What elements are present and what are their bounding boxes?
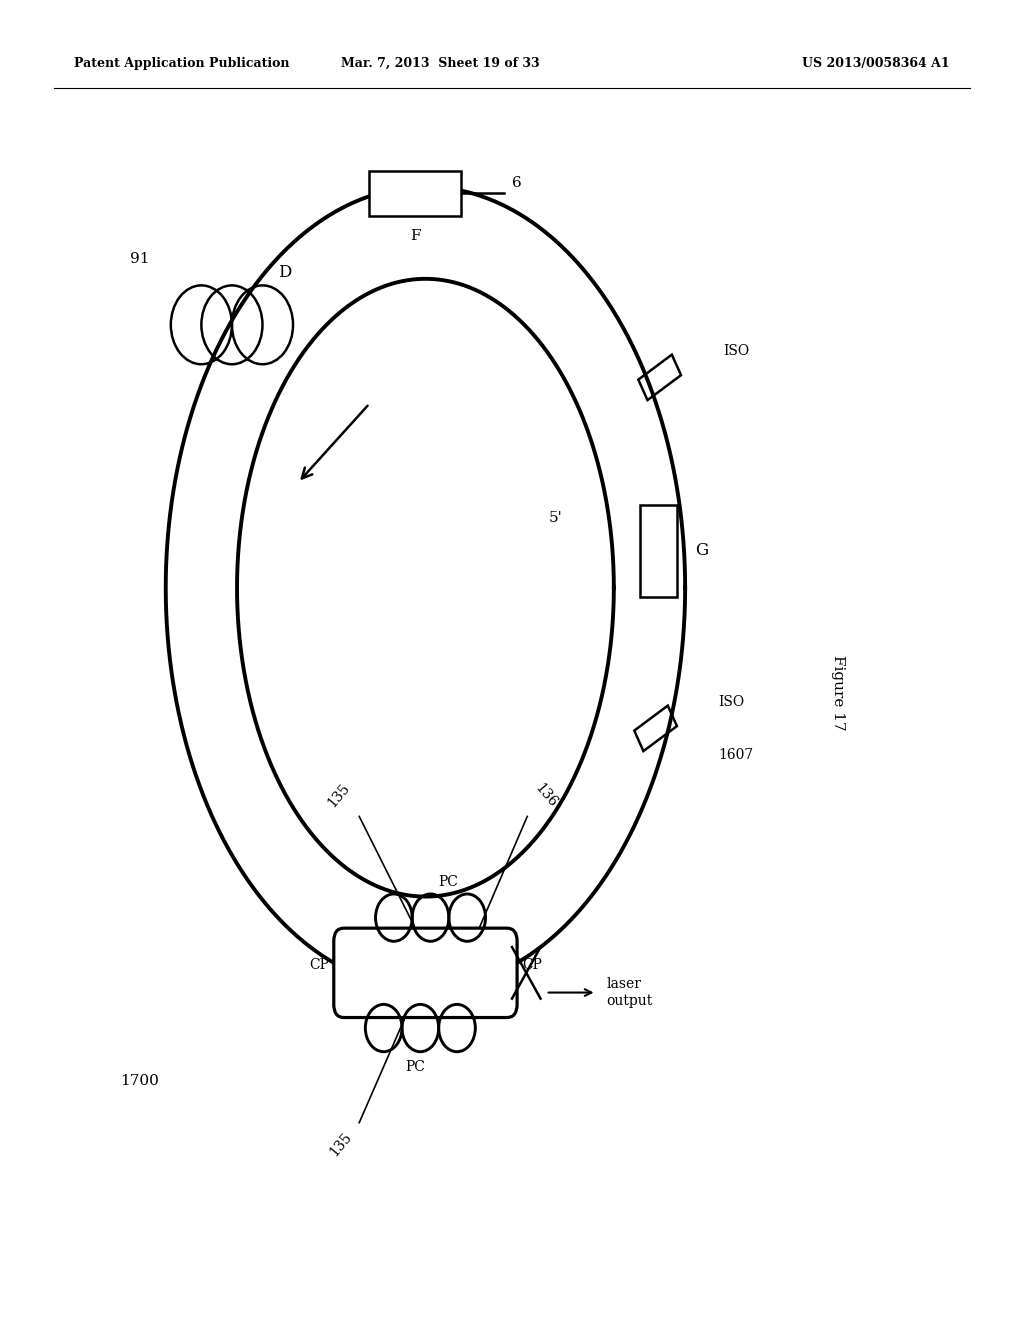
Text: 6: 6: [512, 176, 522, 190]
Text: CP: CP: [522, 958, 542, 972]
Text: ISO: ISO: [719, 696, 744, 709]
FancyBboxPatch shape: [334, 928, 517, 1018]
Text: CP: CP: [309, 958, 329, 972]
Text: Patent Application Publication: Patent Application Publication: [74, 57, 290, 70]
Text: Mar. 7, 2013  Sheet 19 of 33: Mar. 7, 2013 Sheet 19 of 33: [341, 57, 540, 70]
Text: F: F: [410, 228, 421, 243]
Text: Figure 17: Figure 17: [830, 655, 845, 731]
Bar: [370, 172, 461, 215]
Text: 136: 136: [532, 780, 560, 810]
Text: 91: 91: [130, 252, 150, 267]
Text: 135: 135: [327, 1129, 354, 1159]
Text: 135: 135: [325, 780, 352, 810]
Text: D: D: [278, 264, 291, 281]
Text: laser
output: laser output: [606, 977, 653, 1007]
Text: 1607: 1607: [719, 747, 754, 762]
Text: PC: PC: [406, 1060, 425, 1073]
Text: PC: PC: [438, 875, 458, 888]
Text: 5': 5': [549, 511, 562, 525]
Text: US 2013/0058364 A1: US 2013/0058364 A1: [803, 57, 950, 70]
Text: G: G: [695, 543, 709, 560]
Bar: [640, 504, 677, 597]
Text: 1700: 1700: [120, 1073, 159, 1088]
Text: ISO: ISO: [723, 345, 749, 358]
